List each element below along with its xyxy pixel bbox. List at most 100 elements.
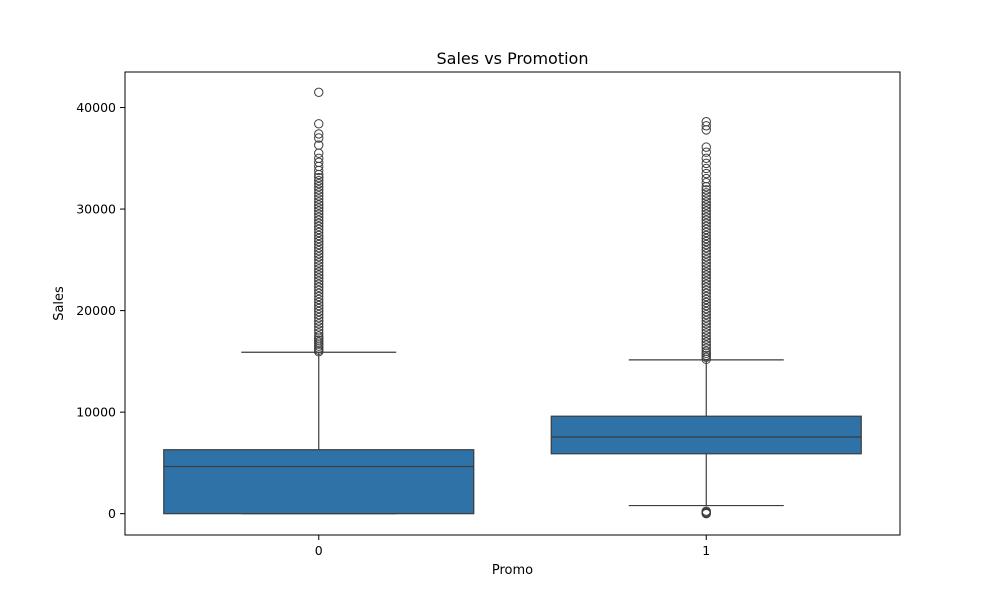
- outlier-point: [314, 300, 324, 311]
- outlier-point: [701, 252, 711, 262]
- plot-area: [163, 87, 862, 519]
- outlier-point: [701, 221, 711, 232]
- outlier-point: [314, 224, 324, 235]
- outlier-point: [701, 309, 711, 320]
- outlier-point: [314, 242, 324, 253]
- outlier-point: [701, 206, 711, 216]
- outlier-point: [314, 129, 324, 139]
- outlier-point: [314, 221, 324, 232]
- outlier-point: [701, 328, 711, 338]
- outlier-point: [701, 200, 711, 210]
- x-tick-label: 0: [315, 543, 323, 558]
- outlier-point: [701, 340, 711, 350]
- outlier-point: [314, 230, 324, 241]
- outlier-point: [314, 255, 324, 265]
- outlier-point: [701, 282, 711, 292]
- outlier-point: [701, 270, 711, 280]
- outlier-point: [701, 325, 711, 335]
- outlier-point: [701, 316, 711, 326]
- outlier-point: [314, 218, 324, 228]
- outlier-point: [314, 306, 324, 317]
- outlier-point: [701, 291, 711, 302]
- outlier-point: [701, 288, 711, 299]
- outlier-point: [314, 264, 324, 274]
- outlier-point: [701, 346, 711, 356]
- outlier-point: [314, 197, 324, 207]
- outlier-point: [701, 121, 711, 131]
- outlier-point: [314, 215, 324, 225]
- outlier-point: [701, 185, 711, 195]
- outlier-point: [314, 294, 324, 305]
- outlier-point: [701, 334, 711, 344]
- outlier-point: [701, 322, 711, 332]
- outlier-point: [701, 212, 711, 222]
- outlier-point: [701, 194, 711, 204]
- outlier-point: [314, 282, 324, 292]
- outlier-point: [314, 209, 324, 219]
- outlier-point: [314, 288, 324, 299]
- outlier-point: [314, 119, 324, 129]
- y-axis: 0 10000 20000 30000 40000: [76, 100, 125, 521]
- outlier-point: [701, 158, 711, 169]
- outlier-point: [701, 163, 711, 174]
- y-tick-label: 40000: [76, 100, 116, 115]
- outlier-point: [314, 309, 324, 320]
- outlier-point: [314, 178, 324, 189]
- box-group-0: [163, 87, 475, 515]
- outlier-point: [314, 175, 324, 186]
- outlier-point: [314, 148, 324, 158]
- outlier-point: [701, 188, 711, 198]
- outlier-point: [314, 279, 324, 289]
- outlier-point: [701, 313, 711, 323]
- outlier-point: [701, 258, 711, 268]
- outlier-point: [701, 261, 711, 271]
- outlier-point: [314, 87, 324, 98]
- outlier-point: [701, 117, 711, 127]
- outlier-point: [314, 270, 324, 280]
- outlier-point: [314, 313, 324, 323]
- outlier-point: [314, 157, 324, 168]
- outlier-point: [701, 343, 711, 353]
- y-tick-label: 30000: [76, 202, 116, 217]
- box: [163, 449, 475, 515]
- outlier-point: [701, 267, 711, 277]
- outlier-point: [314, 303, 324, 314]
- outlier-point: [314, 267, 324, 277]
- outlier-point: [314, 212, 324, 222]
- outlier-point: [314, 273, 324, 283]
- outlier-point: [701, 215, 711, 225]
- outlier-point: [314, 153, 324, 164]
- outlier-point: [314, 236, 324, 247]
- outlier-point: [314, 185, 324, 195]
- outlier-point: [314, 322, 324, 332]
- outlier-point: [314, 261, 324, 271]
- outlier-point: [701, 297, 711, 308]
- outlier-point: [701, 331, 711, 341]
- outlier-point: [314, 194, 324, 204]
- outlier-point: [314, 249, 324, 259]
- box: [550, 415, 862, 455]
- outlier-point: [314, 331, 324, 341]
- outlier-point: [314, 276, 324, 286]
- outlier-point: [314, 246, 324, 256]
- outlier-point: [701, 224, 711, 235]
- box-group-1: [550, 117, 862, 519]
- outlier-point: [314, 316, 324, 326]
- outlier-point: [314, 206, 324, 216]
- outlier-point: [701, 319, 711, 329]
- outlier-point: [314, 200, 324, 210]
- outlier-point: [701, 230, 711, 241]
- y-tick-label: 0: [108, 506, 116, 521]
- outlier-point: [314, 191, 324, 201]
- outlier-point: [701, 303, 711, 314]
- outlier-point: [701, 249, 711, 259]
- outlier-point: [314, 140, 324, 150]
- x-axis-label: Promo: [492, 563, 533, 578]
- outlier-point: [701, 203, 711, 213]
- outlier-point: [701, 153, 711, 164]
- outlier-point: [701, 279, 711, 289]
- outlier-point: [314, 285, 324, 296]
- outlier-point: [701, 236, 711, 247]
